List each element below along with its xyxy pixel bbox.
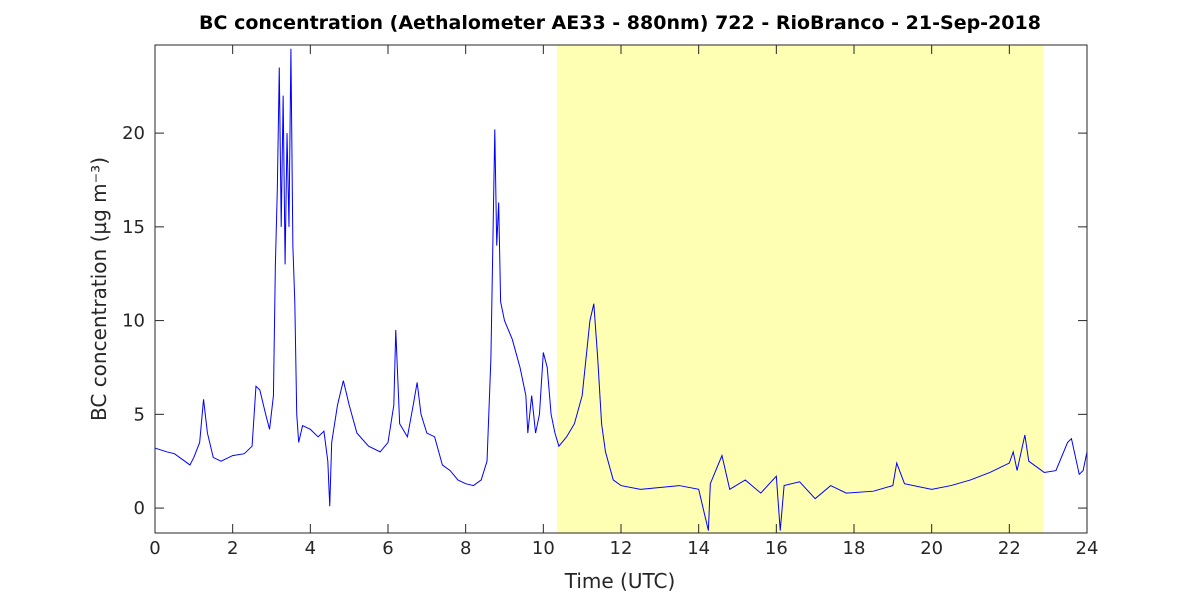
x-axis-label: Time (UTC): [564, 569, 676, 593]
y-tick-label: 0: [134, 498, 145, 519]
y-axis-label: BC concentration (µg m⁻³): [87, 157, 111, 421]
x-tick-label: 10: [532, 538, 555, 559]
x-tick-label: 2: [227, 538, 238, 559]
x-tick-label: 18: [843, 538, 866, 559]
x-tick-label: 4: [305, 538, 316, 559]
x-tick-label: 14: [687, 538, 710, 559]
highlight-band: [556, 45, 1044, 533]
chart-title: BC concentration (Aethalometer AE33 - 88…: [199, 12, 1041, 34]
y-tick-label: 10: [122, 311, 145, 332]
x-tick-label: 24: [1076, 538, 1099, 559]
x-tick-label: 12: [610, 538, 633, 559]
y-tick-label: 5: [134, 404, 145, 425]
data-line: [154, 48, 1088, 531]
x-tick-label: 6: [382, 538, 393, 559]
x-tick-label: 20: [920, 538, 943, 559]
y-tick-label: 15: [122, 217, 145, 238]
x-tick-label: 22: [998, 538, 1021, 559]
x-tick-label: 0: [149, 538, 160, 559]
x-tick-label: 8: [460, 538, 471, 559]
y-tick-label: 20: [122, 123, 145, 144]
x-tick-label: 16: [765, 538, 788, 559]
